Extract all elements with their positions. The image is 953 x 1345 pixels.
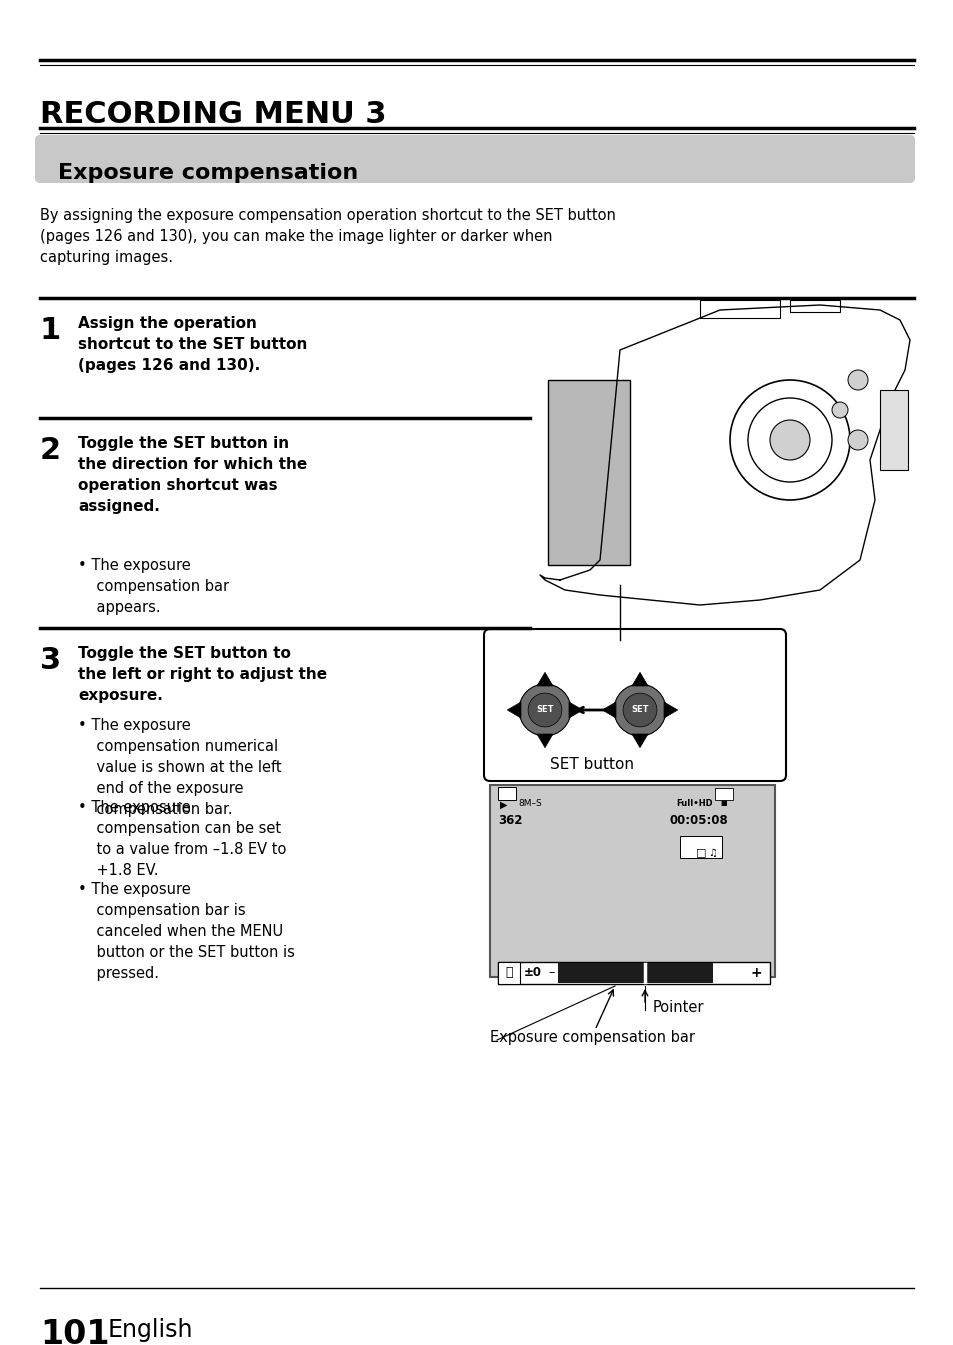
Polygon shape bbox=[663, 702, 677, 718]
Bar bbox=[558, 963, 712, 983]
Bar bbox=[789, 300, 840, 312]
Text: ▶: ▶ bbox=[499, 800, 507, 810]
Text: ■: ■ bbox=[720, 800, 726, 806]
Bar bbox=[547, 381, 629, 565]
Text: SET: SET bbox=[536, 706, 553, 714]
Circle shape bbox=[622, 693, 657, 726]
Text: 101: 101 bbox=[40, 1318, 110, 1345]
Text: Toggle the SET button in
the direction for which the
operation shortcut was
assi: Toggle the SET button in the direction f… bbox=[78, 436, 307, 514]
Polygon shape bbox=[568, 702, 582, 718]
Text: Exposure compensation: Exposure compensation bbox=[58, 163, 358, 183]
Polygon shape bbox=[631, 672, 647, 686]
Circle shape bbox=[769, 420, 809, 460]
Text: Pointer: Pointer bbox=[652, 999, 703, 1015]
Text: 8M–S: 8M–S bbox=[517, 799, 541, 808]
Bar bbox=[490, 785, 774, 976]
Text: • The exposure
    compensation bar
    appears.: • The exposure compensation bar appears. bbox=[78, 558, 229, 615]
Text: 362: 362 bbox=[497, 814, 522, 827]
Circle shape bbox=[847, 370, 867, 390]
Text: ♫: ♫ bbox=[708, 847, 717, 858]
Text: –: – bbox=[547, 967, 554, 979]
Text: SET button: SET button bbox=[550, 757, 634, 772]
Bar bbox=[700, 300, 780, 317]
Bar bbox=[497, 787, 516, 800]
Text: 3: 3 bbox=[40, 646, 61, 675]
Text: • The exposure
    compensation bar is
    canceled when the MENU
    button or : • The exposure compensation bar is cance… bbox=[78, 882, 294, 981]
Text: ⍃: ⍃ bbox=[505, 967, 512, 979]
Polygon shape bbox=[537, 672, 553, 686]
Text: Assign the operation
shortcut to the SET button
(pages 126 and 130).: Assign the operation shortcut to the SET… bbox=[78, 316, 307, 373]
Text: Exposure compensation bar: Exposure compensation bar bbox=[490, 1030, 695, 1045]
Text: 00:05:08: 00:05:08 bbox=[669, 814, 728, 827]
Text: □: □ bbox=[695, 847, 705, 857]
Bar bbox=[714, 788, 732, 800]
Text: RECORDING MENU 3: RECORDING MENU 3 bbox=[40, 100, 386, 129]
Text: ±0: ±0 bbox=[523, 967, 541, 979]
Text: Toggle the SET button to
the left or right to adjust the
exposure.: Toggle the SET button to the left or rig… bbox=[78, 646, 327, 703]
Bar bbox=[679, 837, 721, 858]
Polygon shape bbox=[601, 702, 616, 718]
Text: SET: SET bbox=[631, 706, 648, 714]
Bar bbox=[879, 390, 907, 469]
Text: 1: 1 bbox=[40, 316, 61, 346]
Polygon shape bbox=[537, 734, 553, 748]
Text: • The exposure
    compensation can be set
    to a value from –1.8 EV to
    +1: • The exposure compensation can be set t… bbox=[78, 800, 286, 878]
Polygon shape bbox=[631, 734, 647, 748]
Polygon shape bbox=[507, 702, 520, 718]
FancyBboxPatch shape bbox=[483, 629, 785, 781]
Text: 2: 2 bbox=[40, 436, 61, 465]
Text: By assigning the exposure compensation operation shortcut to the SET button
(pag: By assigning the exposure compensation o… bbox=[40, 208, 616, 265]
Text: +: + bbox=[750, 966, 761, 981]
FancyBboxPatch shape bbox=[35, 134, 914, 183]
Circle shape bbox=[831, 402, 847, 418]
Circle shape bbox=[518, 685, 571, 736]
Text: • The exposure
    compensation numerical
    value is shown at the left
    end: • The exposure compensation numerical va… bbox=[78, 718, 281, 816]
Bar bbox=[497, 962, 519, 985]
Text: English: English bbox=[108, 1318, 193, 1342]
Circle shape bbox=[847, 430, 867, 451]
Bar bbox=[497, 962, 769, 985]
Text: Full•HD: Full•HD bbox=[676, 799, 712, 808]
Circle shape bbox=[614, 685, 665, 736]
Circle shape bbox=[528, 693, 561, 726]
